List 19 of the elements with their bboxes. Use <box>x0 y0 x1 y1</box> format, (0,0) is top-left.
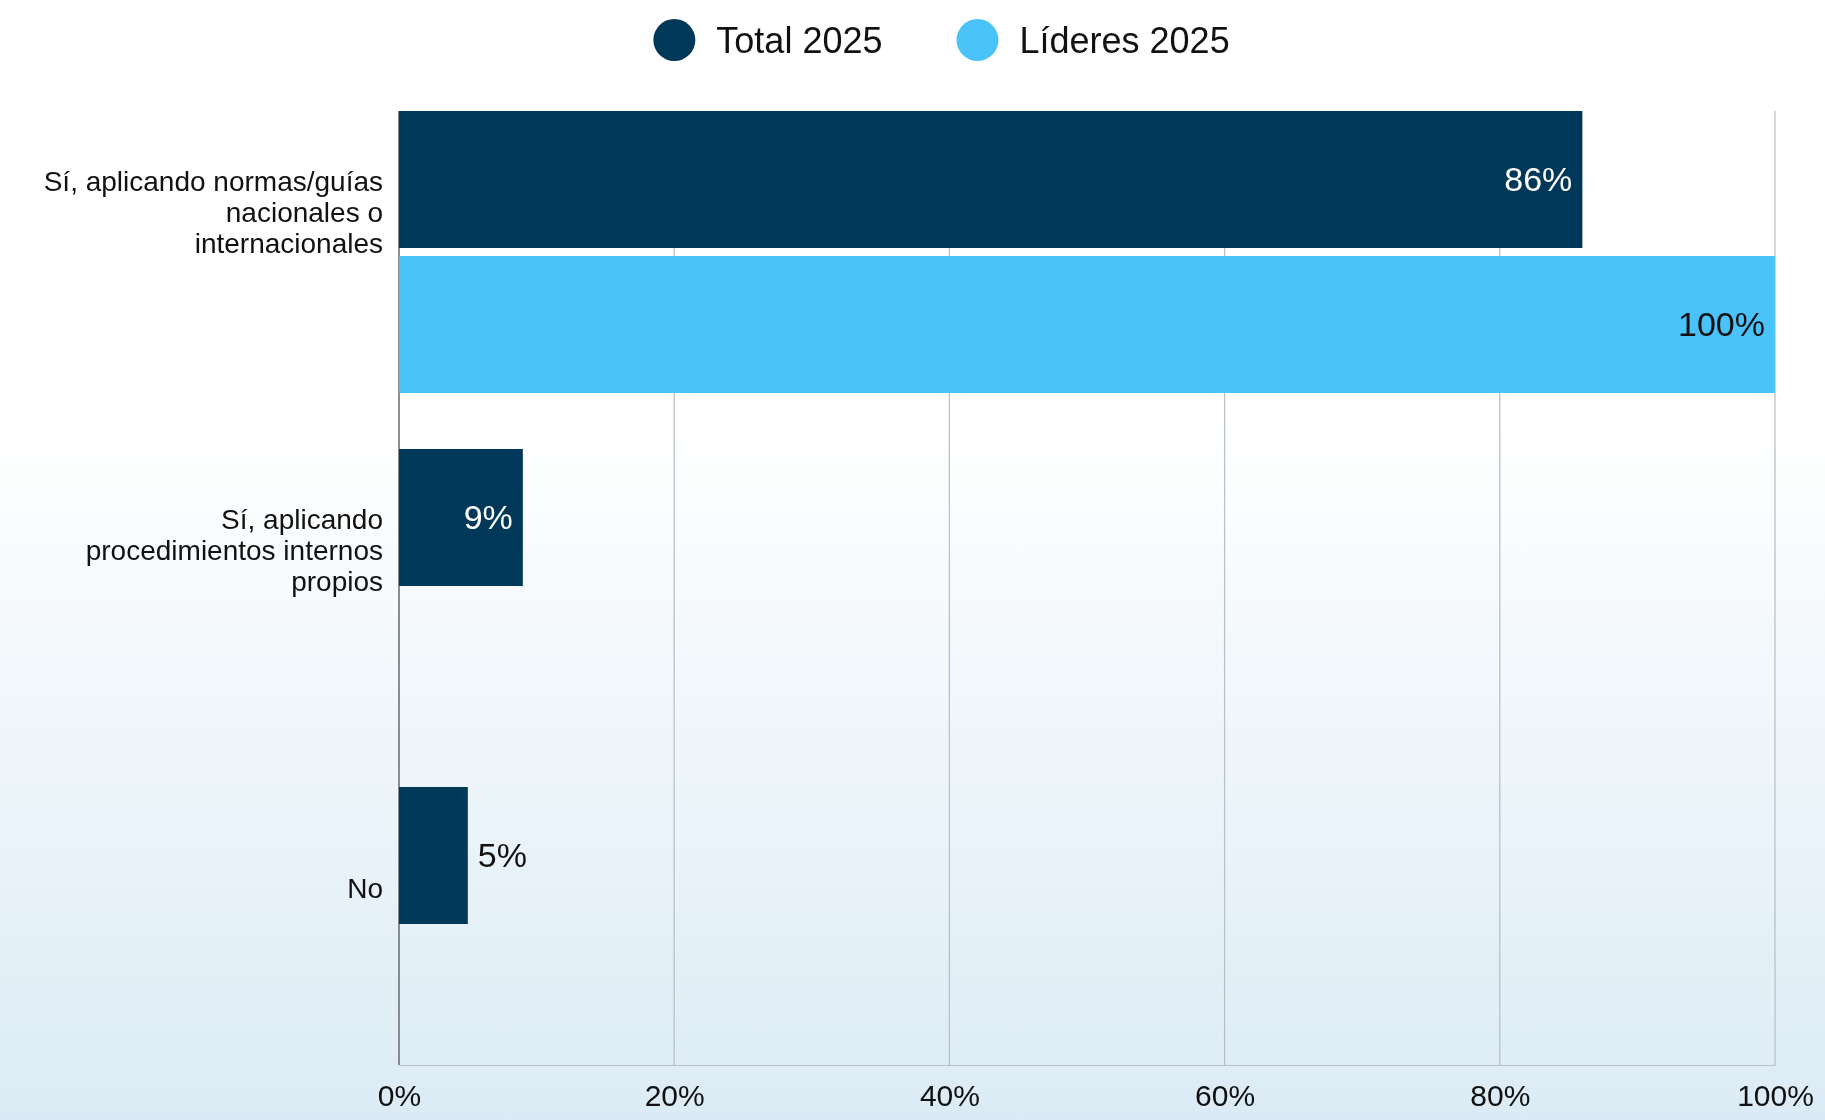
bar <box>399 111 1583 248</box>
bar <box>399 256 1775 393</box>
x-tick-label: 80% <box>1470 1079 1531 1113</box>
x-tick-label: 0% <box>377 1079 422 1113</box>
x-tick-label: 40% <box>919 1079 980 1113</box>
bar <box>399 449 523 586</box>
y-tick-label: No <box>347 872 383 904</box>
data-label: 86% <box>1504 160 1573 199</box>
x-tick-label: 60% <box>1195 1079 1256 1113</box>
x-tick-label: 100% <box>1737 1079 1814 1113</box>
data-label: 9% <box>463 498 513 537</box>
data-label: 100% <box>1678 305 1765 344</box>
legend-label: Total 2025 <box>716 19 883 61</box>
y-tick-label: Sí, aplicando normas/guías nacionales o internacionales <box>43 165 383 259</box>
bar <box>399 787 468 924</box>
data-label: 5% <box>477 836 527 875</box>
x-tick-label: 20% <box>644 1079 705 1113</box>
y-tick-label: Sí, aplicando procedimientos internos propios <box>85 503 383 597</box>
legend-label: Líderes 2025 <box>1019 19 1230 61</box>
